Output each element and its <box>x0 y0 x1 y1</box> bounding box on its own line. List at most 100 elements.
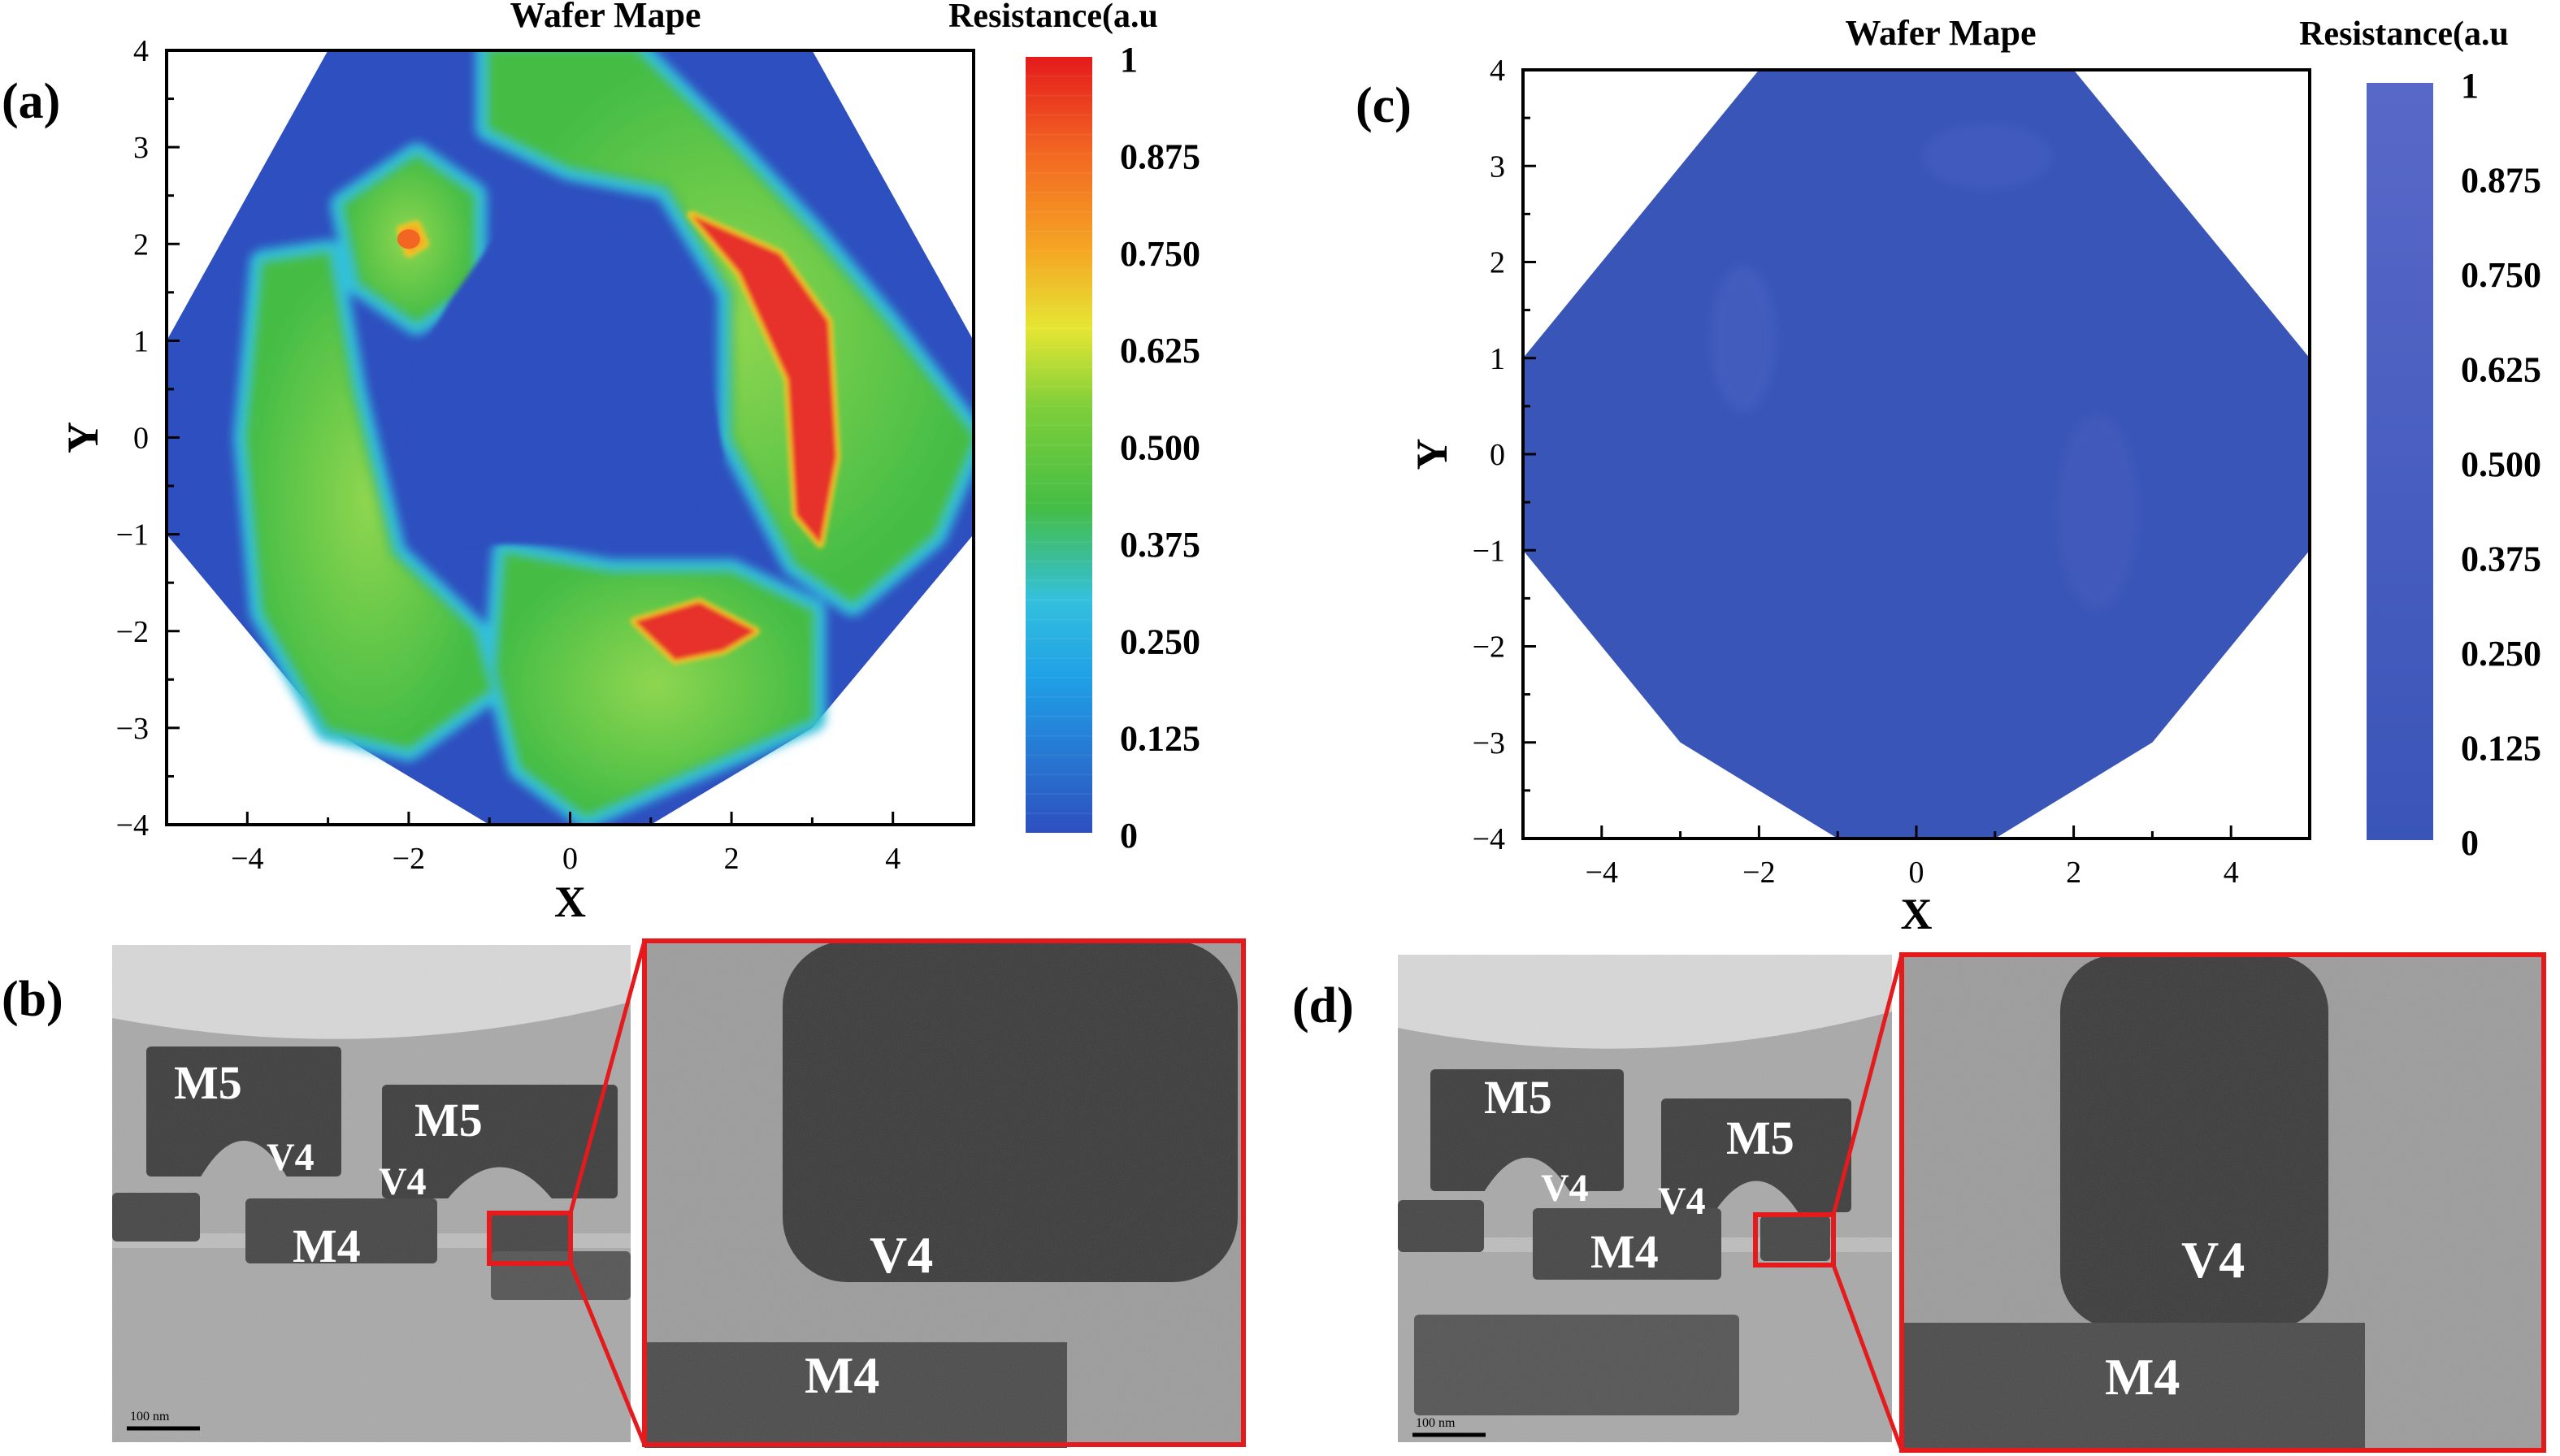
colorbar-tick-label: 0.500 <box>1120 428 1200 468</box>
colorbar: Resistance(a.u 1 0.875 0.750 0.625 0.500 0.375… <box>2299 15 2541 863</box>
x-tick-label: −4 <box>1586 856 1618 890</box>
wafer-centre <box>408 224 724 544</box>
x-axis-label: X <box>1901 890 1933 938</box>
plot-area <box>1523 70 2310 838</box>
colorbar-tick-label: 0.125 <box>1120 719 1200 759</box>
colorbar-tick-label: 0.750 <box>2461 255 2541 295</box>
hotspots <box>397 210 841 665</box>
y-axis: −4 −3 −2 −1 0 1 2 3 4 <box>116 34 180 843</box>
panel-label: (d) <box>1292 978 1354 1034</box>
zoom-connector <box>1831 1264 1904 1451</box>
y-tick-label: −1 <box>1473 534 1505 568</box>
colorbar-tick-label: 0.125 <box>2461 729 2541 769</box>
x-tick-label: 4 <box>2224 856 2239 890</box>
y-tick-label: −1 <box>116 518 149 552</box>
tem-grain <box>112 945 631 1442</box>
colorbar-tick-label: 0.875 <box>2461 161 2541 201</box>
x-axis-label: X <box>554 878 586 926</box>
tem-panel: (b) M5 M5 V4 V4 M4 100 nm V4 M4 <box>2 938 1246 1448</box>
colorbar-tick-label: 0.625 <box>2461 350 2541 390</box>
y-tick-label: 4 <box>133 34 149 68</box>
x-tick-label: −2 <box>1742 856 1775 890</box>
tem-label: M5 <box>174 1056 242 1109</box>
y-tick-label: 3 <box>1490 150 1505 184</box>
colorbar-tick-label: 0.250 <box>1120 622 1200 661</box>
wafer-body <box>1523 70 2310 838</box>
colorbar-title: Resistance(a.u <box>2299 15 2509 53</box>
colorbar-tick-label: 0.250 <box>2461 634 2541 674</box>
y-axis: −4 −3 −2 −1 0 1 2 3 4 <box>1473 54 1536 856</box>
x-tick-label: −4 <box>231 842 263 876</box>
tem-label: M5 <box>414 1094 483 1146</box>
tem-label: V4 <box>379 1160 427 1203</box>
x-tick-label: 4 <box>885 842 900 876</box>
colorbar-tick-label: 1 <box>2461 66 2479 106</box>
scale-bar-label: 100 nm <box>130 1410 170 1424</box>
x-tick-label: 0 <box>562 842 578 876</box>
y-tick-label: 2 <box>1490 246 1505 280</box>
colorbar-tick-label: 0.625 <box>1120 331 1200 370</box>
region-fill <box>486 50 974 605</box>
panel-label: (a) <box>2 74 60 129</box>
inset-box <box>487 1211 573 1266</box>
panel-label: (b) <box>2 972 63 1027</box>
wafer-map-panel: (a) Wafer Mape −4 −2 0 2 4 −4 −3 −2 −1 0 1 2 3 4 X Y Resis… <box>2 0 1200 926</box>
zoom-grain <box>644 941 1243 1445</box>
y-tick-label: 2 <box>133 228 149 262</box>
tem-label: M5 <box>1726 1112 1794 1164</box>
x-tick-label: 0 <box>1909 856 1924 890</box>
zoom-connector <box>568 940 647 1214</box>
tem-zoom-image: V4 M4 <box>1899 952 2546 1453</box>
tem-label: V4 <box>267 1136 315 1179</box>
y-tick-label: 0 <box>1490 438 1505 472</box>
chart-title: Wafer Mape <box>1845 13 2036 53</box>
x-axis: −4 −2 0 2 4 <box>1521 826 2311 890</box>
x-axis: −4 −2 0 2 4 <box>165 812 975 876</box>
zoom-label: V4 <box>2181 1231 2245 1289</box>
zoom-frame <box>642 938 1246 1447</box>
y-tick-label: 1 <box>133 324 149 358</box>
colorbar-tick-label: 1 <box>1120 40 1138 80</box>
hotspot-core <box>397 229 420 249</box>
tem-label: V4 <box>1541 1167 1589 1210</box>
wafer-map-panel: (c) Wafer Mape −4 −2 0 2 4 −4 −3 −2 −1 0 1 2 3 4 X Y Resis… <box>1356 13 2541 938</box>
hotspot <box>691 214 837 544</box>
y-tick-label: 4 <box>1490 54 1505 88</box>
inset-box <box>1753 1212 1836 1268</box>
region-fill <box>244 250 493 751</box>
zoom-connector <box>568 1263 647 1445</box>
y-axis-label: Y <box>59 422 107 453</box>
panel-label: (c) <box>1356 78 1412 133</box>
y-tick-label: −3 <box>116 712 149 746</box>
colorbar-gradient <box>2367 83 2433 840</box>
tem-label: M5 <box>1484 1071 1552 1124</box>
colorbar-tick-label: 0.375 <box>1120 525 1200 565</box>
y-tick-label: 1 <box>1490 342 1505 376</box>
tem-label: V4 <box>1658 1180 1706 1223</box>
zoom-frame <box>1899 952 2546 1453</box>
y-tick-label: 0 <box>133 422 149 456</box>
colorbar-gradient <box>1026 57 1092 833</box>
colorbar-title: Resistance(a.u <box>948 0 1158 35</box>
tem-label: M4 <box>293 1220 361 1272</box>
chart-title: Wafer Mape <box>510 0 701 35</box>
colorbar: Resistance(a.u 1 0.875 0.750 0.625 0.500 0.375… <box>948 0 1200 856</box>
y-tick-label: −4 <box>116 808 149 843</box>
charts-layer: (a) Wafer Mape −4 −2 0 2 4 −4 −3 −2 −1 0 1 2 3 4 X Y Resis… <box>2 0 2541 938</box>
colorbar-tick-label: 0 <box>2461 823 2479 863</box>
zoom-grain <box>1902 955 2544 1450</box>
tem-overview-image: M5 M5 V4 V4 M4 100 nm <box>112 945 631 1442</box>
y-axis-label: Y <box>1408 439 1456 470</box>
x-tick-label: 2 <box>724 842 740 876</box>
tem-zoom-image: V4 M4 <box>642 938 1246 1448</box>
wafer-shade <box>2056 414 2138 609</box>
region-fill <box>494 550 816 819</box>
colorbar-tick-label: 0.875 <box>1120 136 1200 176</box>
y-tick-label: −3 <box>1473 726 1505 760</box>
colorbar-tick-label: 0 <box>1120 816 1138 856</box>
